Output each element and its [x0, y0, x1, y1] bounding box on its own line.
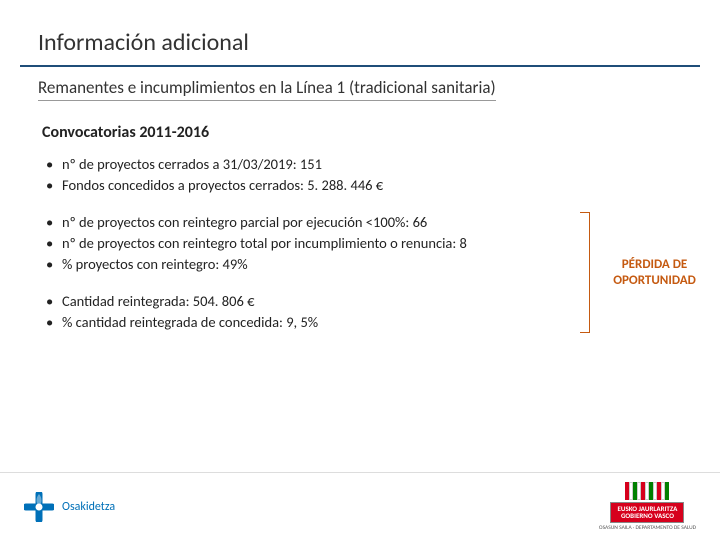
bullet-group-1: nº de proyectos cerrados a 31/03/2019: 1…: [42, 154, 720, 196]
bracket-line: [580, 212, 590, 333]
osakidetza-icon: [24, 492, 54, 522]
list-item: % cantidad reintegrada de concedida: 9, …: [42, 312, 720, 333]
section-heading: Convocatorias 2011-2016: [0, 101, 720, 142]
bracket-label: PÉRDIDA DE OPORTUNIDAD: [597, 256, 712, 289]
page-title: Información adicional: [0, 0, 720, 65]
flag-icon: [625, 482, 669, 500]
gov-sub: OSASUN SAILA · DEPARTAMENTO DE SALUD: [599, 525, 696, 531]
list-item: Cantidad reintegrada: 504. 806 €: [42, 291, 720, 312]
title-rule: [20, 65, 700, 67]
bracket-label-line: PÉRDIDA DE: [622, 256, 687, 271]
gobierno-vasco-logo: EUSKO JAURLARITZA GOBIERNO VASCO OSASUN …: [599, 482, 696, 531]
bracket-label-line: OPORTUNIDAD: [613, 273, 696, 288]
list-item: nº de proyectos con reintegro total por …: [42, 233, 720, 254]
content-area: nº de proyectos cerrados a 31/03/2019: 1…: [0, 142, 720, 333]
bullet-group-3: Cantidad reintegrada: 504. 806 € % canti…: [42, 291, 720, 333]
list-item: nº de proyectos cerrados a 31/03/2019: 1…: [42, 154, 720, 175]
list-item: Fondos concedidos a proyectos cerrados: …: [42, 175, 720, 196]
gov-name-band: EUSKO JAURLARITZA GOBIERNO VASCO: [610, 502, 684, 523]
subtitle: Remanentes e incumplimientos en la Línea…: [38, 77, 496, 101]
footer: Osakidetza EUSKO JAURLARITZA GOBIERNO VA…: [0, 472, 720, 540]
osakidetza-logo: Osakidetza: [24, 492, 115, 522]
osakidetza-text: Osakidetza: [62, 500, 115, 514]
gov-line: GOBIERNO VASCO: [621, 511, 674, 520]
list-item: nº de proyectos con reintegro parcial po…: [42, 212, 720, 233]
bracket-group: nº de proyectos con reintegro parcial po…: [42, 212, 720, 333]
